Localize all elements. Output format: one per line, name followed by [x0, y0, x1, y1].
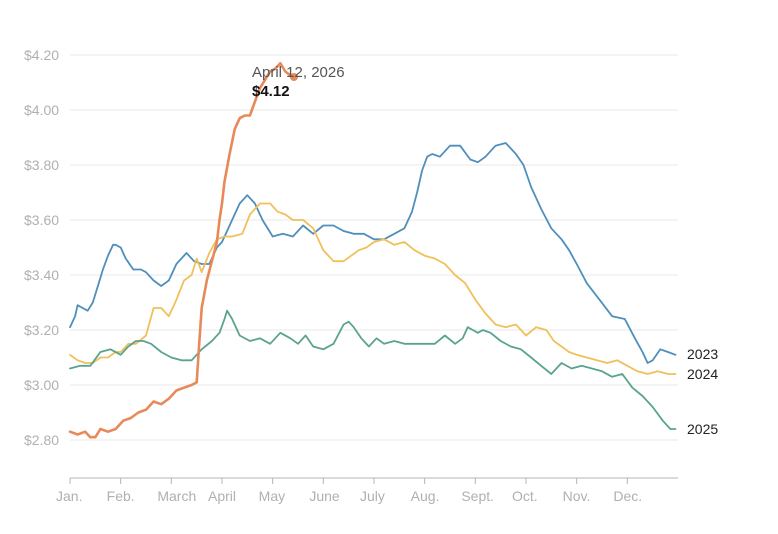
y-tick-label: $2.80	[24, 432, 59, 448]
gridlines	[70, 54, 678, 441]
x-tick-label: March	[157, 488, 196, 504]
x-tick-label: Jan.	[56, 488, 82, 504]
x-tick-label: Feb.	[107, 488, 135, 504]
y-tick-label: $3.80	[24, 157, 59, 173]
y-tick-label: $3.20	[24, 322, 59, 338]
x-tick-label: April	[208, 488, 236, 504]
series-label-2024: 2024	[687, 366, 718, 382]
y-tick-label: $3.40	[24, 267, 59, 283]
annotation-value: $4.12	[252, 83, 290, 100]
x-tick-label: May	[259, 488, 285, 504]
y-tick-label: $4.00	[24, 102, 59, 118]
latest-value-dot	[289, 73, 298, 81]
x-tick-label: June	[309, 488, 340, 504]
series-line-2023	[69, 142, 677, 364]
series-label-2023: 2023	[687, 346, 718, 362]
x-tick-label: Aug.	[411, 488, 440, 504]
series-line-2025	[69, 309, 677, 430]
series-line-2026	[68, 61, 294, 439]
x-tick-label: Nov.	[563, 488, 591, 504]
y-tick-label: $3.60	[24, 212, 59, 228]
y-tick-label: $4.20	[24, 47, 59, 63]
series-lines	[68, 61, 677, 439]
x-tick-label: Dec.	[613, 488, 642, 504]
x-axis-ticks: Jan. Feb. March April May June July Aug. Sept. Oc…	[56, 478, 642, 504]
x-tick-label: Sept.	[461, 488, 494, 504]
x-tick-label: July	[360, 488, 385, 504]
y-tick-label: $3.00	[24, 377, 59, 393]
y-axis-tick-labels: $2.80 $3.00 $3.20 $3.40 $3.60 $3.80 $4.00 $4.20	[24, 47, 59, 448]
series-label-2025: 2025	[687, 421, 718, 437]
series-line-2024	[69, 202, 677, 375]
x-tick-label: Oct.	[512, 488, 538, 504]
annotation-date: April 12, 2026	[252, 64, 345, 81]
